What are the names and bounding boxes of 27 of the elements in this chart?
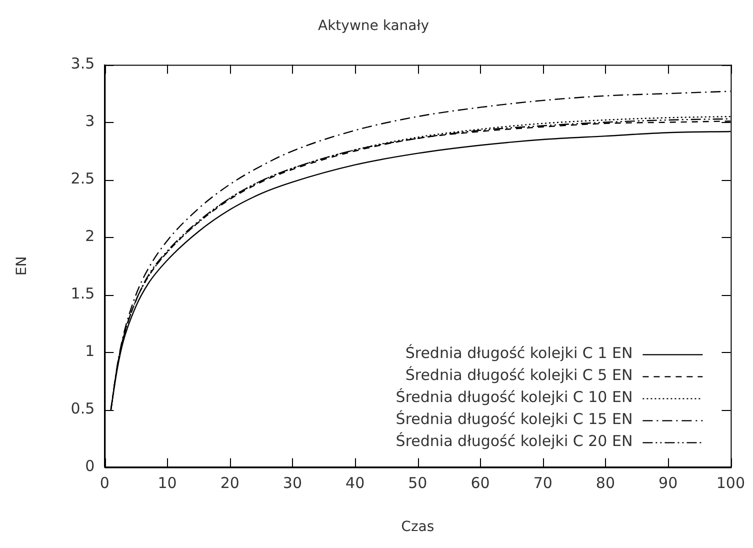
y-tick-label: 1.5 bbox=[70, 284, 95, 303]
x-tick-label: 80 bbox=[596, 474, 616, 492]
legend-label: Średnia długość kolejki C 20 EN bbox=[396, 432, 633, 450]
x-tick-label: 60 bbox=[470, 474, 490, 492]
y-axis-title: EN bbox=[14, 256, 30, 276]
y-tick-label: 3 bbox=[85, 112, 95, 130]
x-tick-label: 90 bbox=[658, 474, 678, 492]
legend-label: Średnia długość kolejki C 1 EN bbox=[405, 344, 633, 362]
y-tick-label: 1 bbox=[85, 342, 95, 360]
x-tick-label: 10 bbox=[158, 474, 177, 492]
x-tick-label: 20 bbox=[220, 474, 240, 492]
x-tick-label: 100 bbox=[716, 474, 746, 492]
x-axis-title: Czas bbox=[401, 519, 434, 536]
x-tick-label: 70 bbox=[533, 474, 552, 492]
y-tick-label: 3.5 bbox=[70, 54, 95, 73]
x-tick-label: 30 bbox=[282, 474, 302, 492]
legend-label: Średnia długość kolejki C 10 EN bbox=[396, 388, 633, 406]
y-tick-label: 0.5 bbox=[70, 400, 95, 418]
y-tick-label: 2 bbox=[85, 227, 95, 246]
y-tick-label: 2.5 bbox=[70, 170, 95, 188]
x-tick-label: 40 bbox=[346, 474, 365, 492]
legend-label: Średnia długość kolejki C 5 EN bbox=[405, 366, 633, 384]
chart-title: Aktywne kanały bbox=[318, 18, 430, 34]
y-tick-label: 0 bbox=[85, 457, 95, 476]
x-tick-label: 0 bbox=[100, 474, 110, 492]
legend-label: Średnia długość kolejki C 15 EN bbox=[396, 410, 633, 428]
x-tick-label: 50 bbox=[408, 474, 428, 492]
